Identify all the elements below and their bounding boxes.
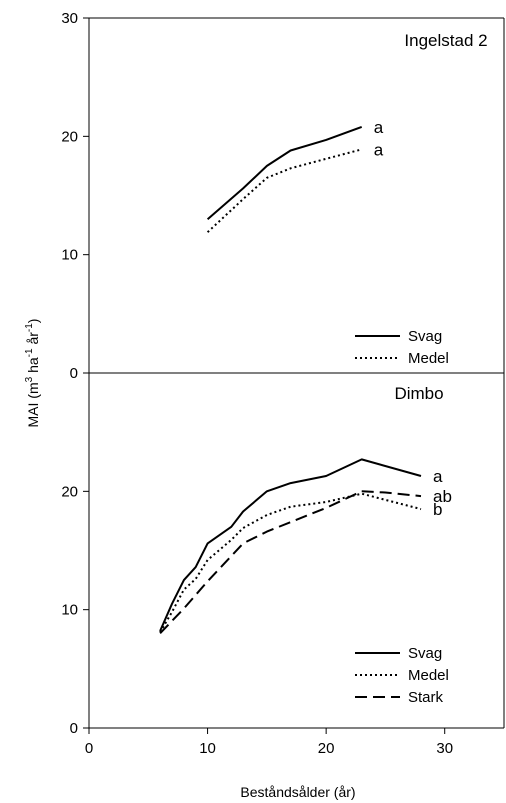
x-tick-label: 20 (318, 740, 335, 757)
y-tick-label: 10 (61, 247, 78, 264)
bottom-panel-title: Dimbo (394, 384, 443, 403)
significance-label-svag: a (433, 467, 443, 486)
y-tick-label: 30 (61, 10, 78, 27)
y-tick-label: 20 (61, 483, 78, 500)
legend-label-medel: Medel (408, 667, 449, 684)
legend-label-svag: Svag (408, 328, 442, 345)
y-tick-label: 20 (61, 128, 78, 145)
y-tick-label: 0 (70, 720, 78, 737)
significance-label-svag: a (374, 118, 384, 137)
legend-label-svag: Svag (408, 645, 442, 662)
x-tick-label: 0 (85, 740, 93, 757)
legend-label-medel: Medel (408, 350, 449, 367)
top-panel-legend: Svag Medel (355, 328, 449, 367)
y-tick-label: 10 (61, 602, 78, 619)
y-tick-label: 0 (70, 365, 78, 382)
series-line-medel (159, 492, 422, 633)
top-panel-title: Ingelstad 2 (404, 31, 487, 50)
series-line-stark (159, 490, 422, 634)
bottom-panel-legend: Svag Medel Stark (355, 645, 449, 706)
x-tick-label: 10 (199, 740, 216, 757)
series-line-svag (206, 125, 363, 220)
x-tick-label: 30 (436, 740, 453, 757)
ticks: 0 10 20 30 0 10 20 30 0 10 20 (61, 10, 453, 757)
significance-label-medel: b (433, 500, 442, 519)
significance-label-stark: ab (433, 487, 452, 506)
series-line-svag (159, 458, 422, 632)
top-panel-plot: aa (206, 118, 384, 233)
legend-label-stark: Stark (408, 689, 444, 706)
y-axis-label: MAI (m3 ha-1 år-1) (24, 319, 41, 428)
x-axis-label: Beståndsålder (år) (240, 784, 355, 800)
significance-label-medel: a (374, 140, 384, 159)
series-line-medel (206, 148, 362, 233)
